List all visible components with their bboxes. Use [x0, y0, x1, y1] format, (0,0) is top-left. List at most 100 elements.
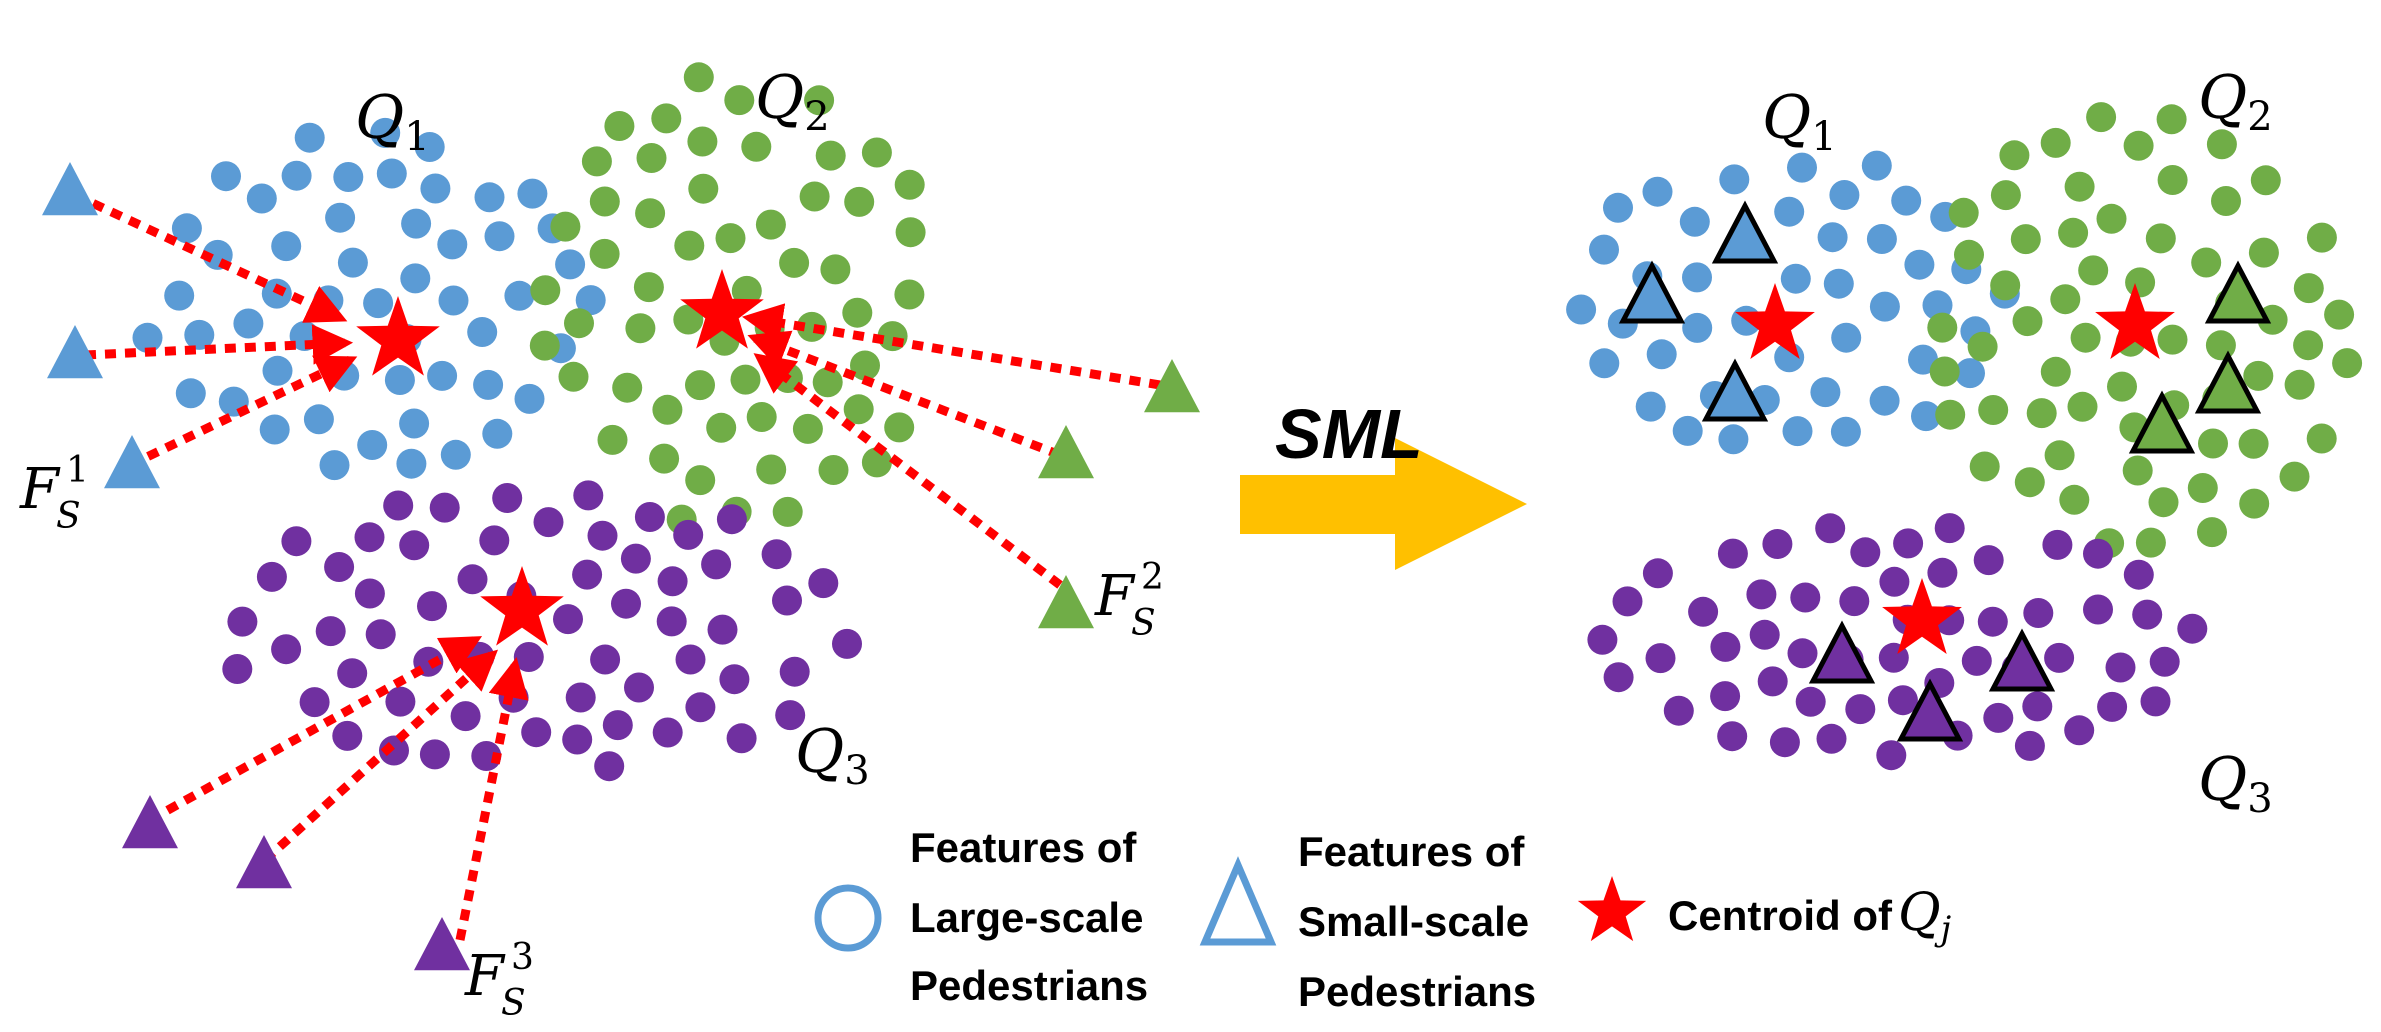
large-scale-feature-dot — [514, 383, 545, 414]
left-q2-label: Q2 — [755, 63, 830, 140]
attraction-arrow — [742, 303, 1161, 390]
large-scale-feature-dot — [575, 285, 606, 316]
right-q1-label: Q1 — [1762, 83, 1837, 160]
large-scale-feature-dot — [2198, 428, 2228, 459]
small-scale-feature-triangle — [42, 162, 98, 216]
large-scale-feature-dot — [590, 644, 621, 675]
large-scale-feature-dot — [895, 217, 926, 248]
large-scale-feature-dot — [761, 539, 792, 570]
large-scale-feature-dot — [2122, 455, 2153, 486]
large-scale-feature-dot — [533, 507, 564, 538]
large-scale-feature-dot — [2010, 224, 2041, 255]
large-scale-feature-dot — [457, 564, 488, 595]
large-scale-feature-dot — [1746, 579, 1777, 610]
large-scale-feature-dot — [281, 160, 312, 191]
large-scale-feature-dot — [471, 741, 502, 771]
legend-circle-line1: Features of — [910, 824, 1137, 871]
large-scale-feature-dot — [2191, 247, 2222, 278]
large-scale-feature-dot — [555, 249, 586, 280]
large-scale-feature-dot — [685, 465, 716, 496]
large-scale-feature-dot — [2205, 330, 2236, 361]
small-scale-feature-triangle — [236, 835, 292, 889]
centroid-star — [480, 566, 564, 646]
attraction-arrow — [73, 190, 348, 323]
large-scale-feature-dot — [357, 430, 388, 460]
large-scale-feature-dot — [1810, 377, 1841, 408]
svg-text:F: F — [464, 944, 506, 1009]
large-scale-feature-dot — [1710, 681, 1741, 712]
large-scale-feature-dot — [1587, 624, 1618, 655]
large-scale-feature-dot — [589, 238, 620, 269]
large-scale-feature-dot — [715, 223, 746, 254]
large-scale-feature-dot — [620, 543, 651, 574]
large-scale-feature-dot — [1922, 290, 1953, 321]
large-scale-feature-dot — [1688, 596, 1719, 627]
large-scale-feature-dot — [1815, 513, 1846, 544]
large-scale-feature-dot — [1787, 638, 1818, 669]
large-scale-feature-dot — [299, 687, 330, 718]
large-scale-feature-dot — [484, 221, 515, 252]
large-scale-feature-dot — [2284, 369, 2315, 400]
large-scale-feature-dot — [612, 372, 643, 403]
large-scale-feature-dot — [2067, 391, 2098, 422]
large-scale-feature-dot — [1682, 312, 1713, 343]
large-scale-feature-dot — [1927, 312, 1958, 343]
large-scale-feature-dot — [1990, 270, 2021, 301]
large-scale-feature-dot — [1790, 582, 1821, 613]
large-scale-feature-dot — [796, 311, 827, 342]
large-scale-feature-dot — [589, 186, 620, 217]
star-icon — [1577, 876, 1647, 942]
legend-circle-line2: Large-scale — [910, 894, 1143, 941]
svg-text:3: 3 — [511, 937, 534, 978]
large-scale-feature-dot — [772, 585, 802, 616]
left-panel: Q1 Q2 Q3 F 1 S F 2 S F 3 S — [19, 62, 1200, 1024]
sml-transition: SML — [1240, 395, 1527, 570]
large-scale-feature-dot — [792, 413, 823, 444]
large-scale-feature-dot — [171, 213, 202, 244]
large-scale-feature-dot — [683, 62, 714, 93]
attraction-arrow — [147, 636, 483, 824]
large-scale-feature-dot — [1948, 197, 1979, 228]
large-scale-feature-dot — [861, 447, 892, 478]
small-scale-feature-triangle — [1701, 358, 1769, 422]
large-scale-feature-dot — [1929, 356, 1960, 387]
large-scale-feature-dot — [2324, 299, 2355, 330]
large-scale-feature-dot — [553, 604, 583, 635]
svg-text:F: F — [1094, 564, 1136, 629]
large-scale-feature-dot — [2243, 360, 2274, 391]
large-scale-feature-dot — [884, 412, 915, 443]
large-scale-feature-dot — [2044, 642, 2075, 673]
right-panel: Q1 Q2 Q3 — [1566, 63, 2363, 822]
legend-circle-line3: Pedestrians — [910, 962, 1148, 1009]
large-scale-feature-dot — [772, 496, 803, 527]
large-scale-feature-dot — [2248, 237, 2279, 268]
large-scale-feature-dot — [1823, 268, 1854, 299]
large-scale-feature-dot — [2097, 691, 2128, 722]
large-scale-feature-dot — [894, 169, 925, 200]
large-scale-feature-dot — [479, 525, 510, 556]
large-scale-feature-dot — [656, 606, 687, 637]
large-scale-feature-dot — [1869, 291, 1900, 322]
large-scale-feature-dot — [1757, 666, 1788, 697]
large-scale-feature-dot — [634, 502, 665, 532]
large-scale-feature-dot — [1845, 694, 1876, 725]
large-scale-feature-dot — [1603, 192, 1633, 223]
large-scale-feature-dot — [1612, 586, 1643, 617]
large-scale-feature-dot — [2132, 599, 2163, 630]
large-scale-feature-dot — [315, 616, 346, 647]
large-scale-feature-dot — [354, 578, 385, 609]
attraction-arrow — [747, 330, 1062, 460]
large-scale-feature-dot — [365, 619, 396, 650]
large-scale-feature-dot — [1934, 513, 1965, 544]
large-scale-feature-dot — [724, 85, 755, 116]
small-scale-feature-triangle — [1988, 628, 2056, 692]
large-scale-feature-dot — [1831, 322, 1862, 353]
large-scale-feature-dot — [1566, 294, 1597, 325]
large-scale-feature-dot — [779, 656, 810, 687]
centroid-star — [2095, 283, 2175, 359]
small-scale-feature-triangle — [122, 795, 178, 849]
large-scale-feature-dot — [625, 313, 656, 344]
large-scale-feature-dot — [673, 304, 704, 335]
attraction-arrow — [84, 324, 354, 365]
large-scale-feature-dot — [2157, 165, 2188, 195]
